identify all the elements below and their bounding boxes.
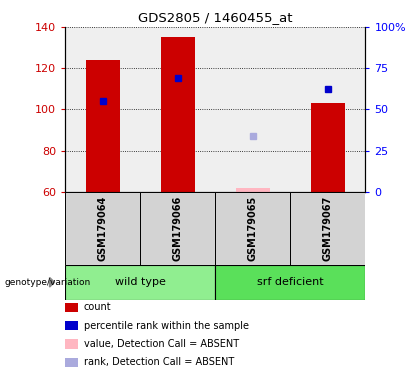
Bar (311, 103, 345, 192)
Bar (65, 27, 140, 192)
Text: rank, Detection Call = ABSENT: rank, Detection Call = ABSENT (84, 358, 234, 367)
Title: GDS2805 / 1460455_at: GDS2805 / 1460455_at (138, 11, 292, 24)
Text: GSM179066: GSM179066 (173, 196, 183, 261)
Text: percentile rank within the sample: percentile rank within the sample (84, 321, 249, 331)
Bar (65, 192, 140, 265)
Text: GSM179065: GSM179065 (248, 196, 258, 261)
Bar (215, 192, 290, 265)
Text: value, Detection Call = ABSENT: value, Detection Call = ABSENT (84, 339, 239, 349)
Text: GSM179067: GSM179067 (323, 196, 333, 261)
Text: wild type: wild type (115, 277, 165, 287)
Bar (290, 27, 365, 192)
Text: count: count (84, 302, 112, 312)
Text: srf deficient: srf deficient (257, 277, 324, 287)
Bar (215, 27, 290, 192)
Text: GSM179064: GSM179064 (97, 196, 108, 261)
Bar (86, 60, 120, 192)
Bar (161, 37, 194, 192)
Bar (140, 192, 215, 265)
Bar (140, 27, 215, 192)
Bar (215, 265, 365, 300)
Bar (290, 192, 365, 265)
Text: genotype/variation: genotype/variation (4, 278, 90, 287)
Bar (65, 265, 215, 300)
Bar (236, 188, 270, 192)
